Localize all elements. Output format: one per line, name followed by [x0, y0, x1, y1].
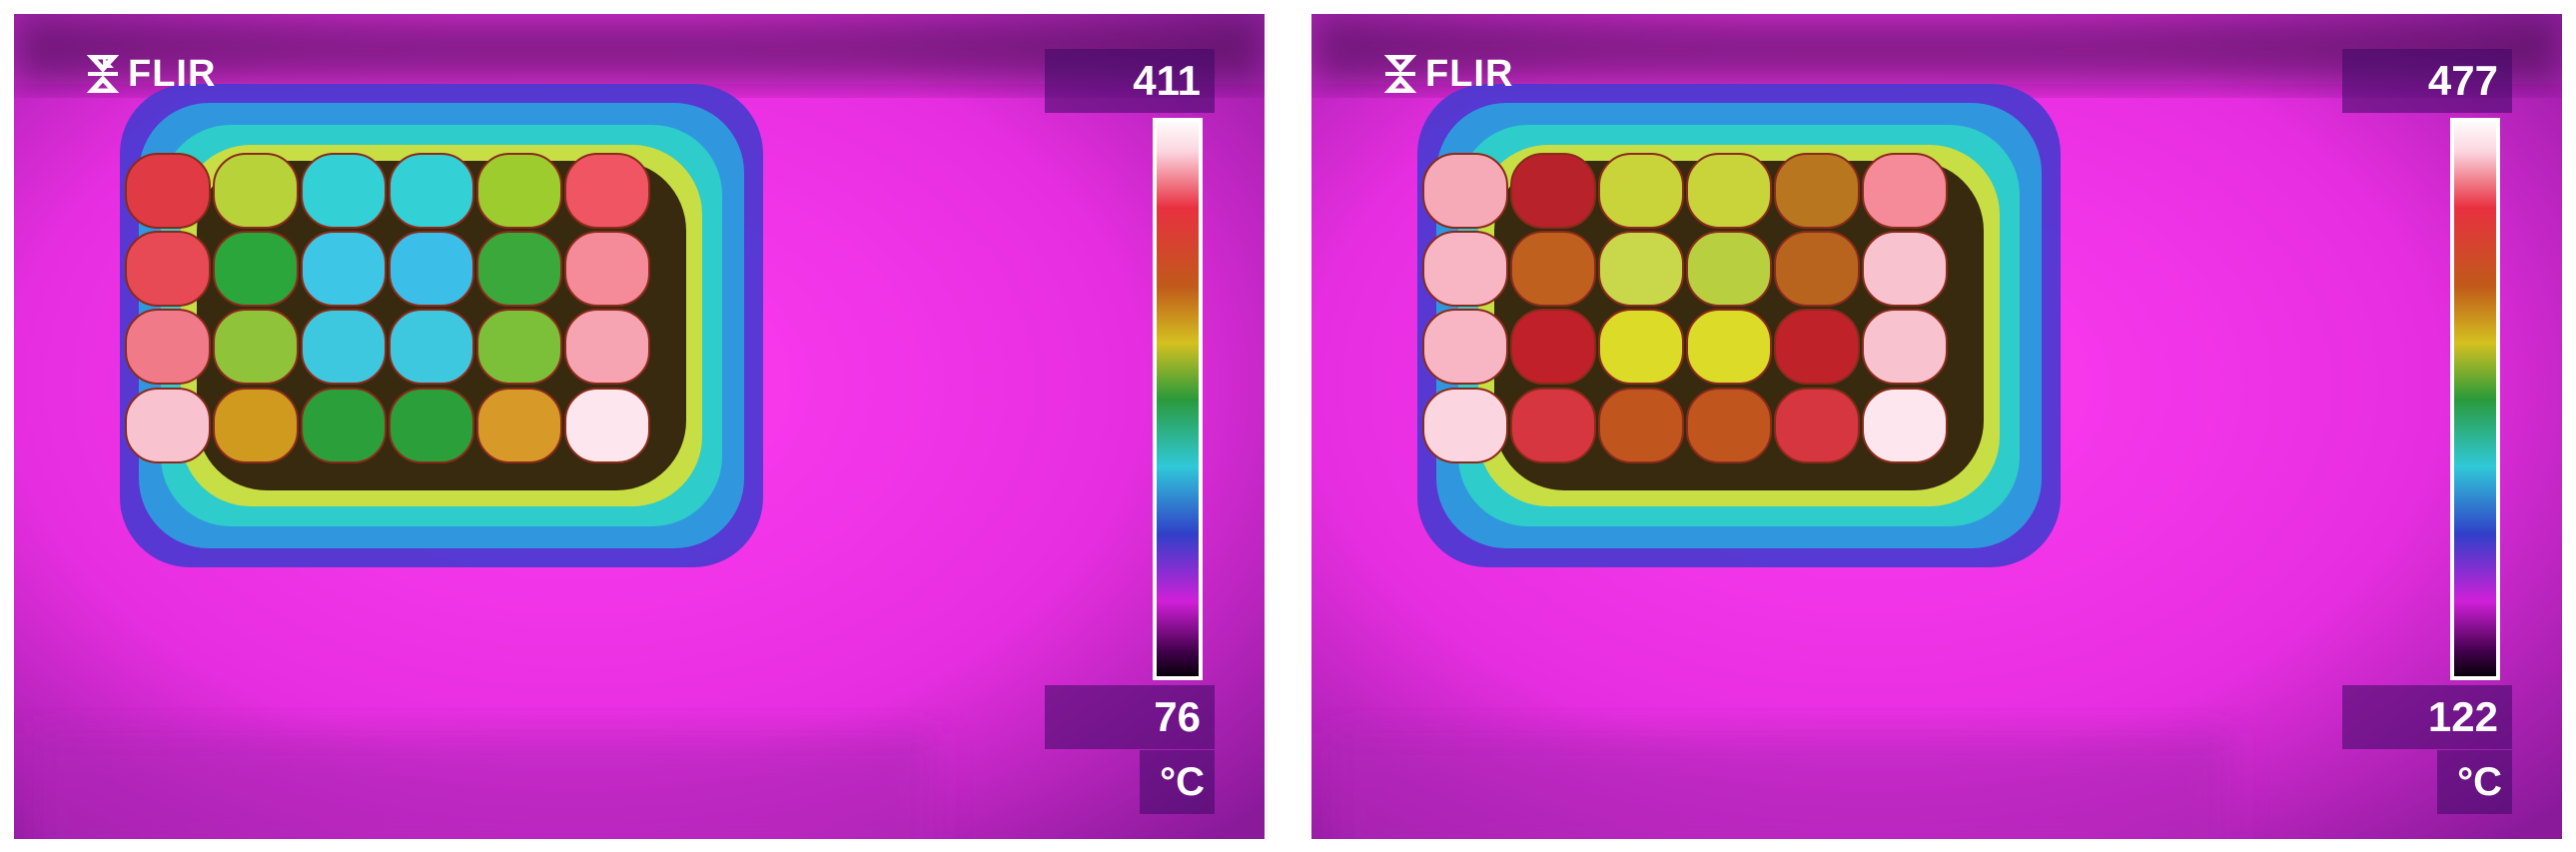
scale-min-value: 122 [2427, 693, 2498, 740]
scale-min-label: 76 [1045, 685, 1215, 749]
flir-emblem-icon [86, 55, 120, 93]
scale-max-value: 477 [2427, 57, 2498, 104]
flir-emblem-icon [1383, 55, 1417, 93]
scale-min-label: 122 [2342, 685, 2512, 749]
flir-logo-text: FLIR [1425, 53, 1514, 95]
flir-logo: FLIR [84, 48, 216, 100]
unit-text: °C [1160, 760, 1205, 804]
unit-label: °C [1140, 750, 1215, 814]
scale-max-value: 411 [1133, 57, 1201, 104]
flir-logo-text: FLIR [128, 53, 217, 95]
unit-label: °C [2437, 750, 2512, 814]
thermal-image-left: FLIR 411 76 °C [14, 14, 1265, 839]
thermal-image-right: FLIR 477 122 °C [1311, 14, 2562, 839]
flir-logo: FLIR [1381, 48, 1513, 100]
unit-text: °C [2457, 760, 2502, 804]
color-scale-bar [2450, 118, 2500, 680]
scale-max-label: 411 [1045, 49, 1215, 113]
color-scale-bar [1153, 118, 1203, 680]
thermal-heatmap [14, 14, 1265, 839]
scale-max-label: 477 [2342, 49, 2512, 113]
scale-min-value: 76 [1154, 693, 1201, 740]
